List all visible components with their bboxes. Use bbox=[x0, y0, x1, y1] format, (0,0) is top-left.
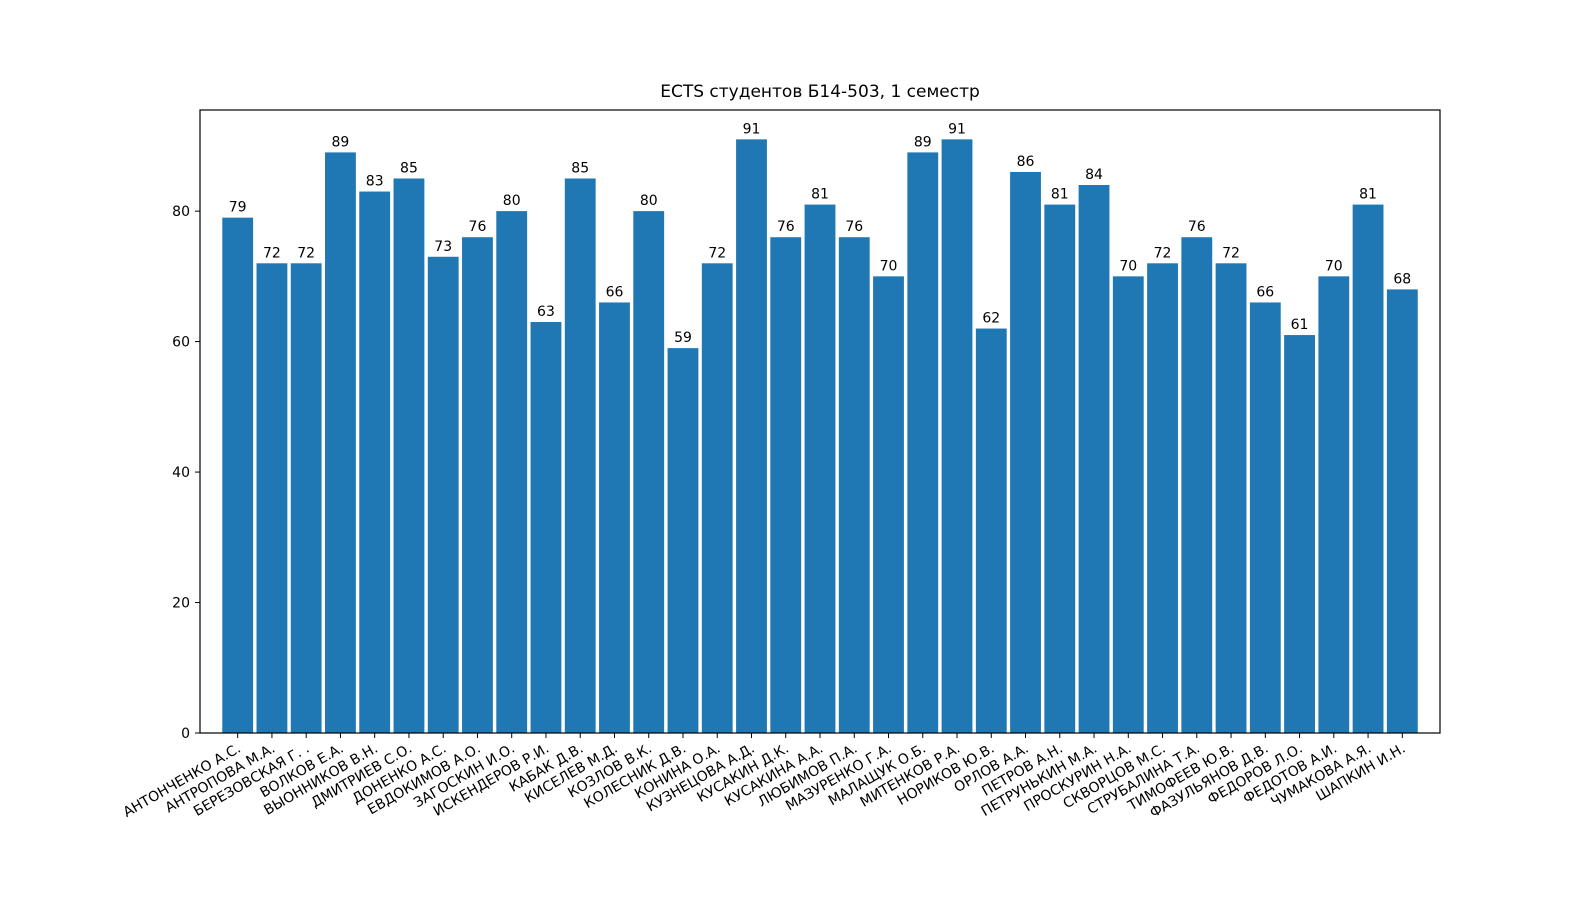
bar bbox=[1078, 185, 1110, 733]
bar-value-label: 70 bbox=[880, 258, 898, 274]
chart-title: ECTS студентов Б14-503, 1 семестр bbox=[660, 82, 980, 102]
bar-value-label: 72 bbox=[708, 245, 726, 261]
bar bbox=[496, 211, 528, 733]
bar-value-label: 81 bbox=[1051, 187, 1069, 203]
bar bbox=[907, 152, 939, 733]
bar-value-label: 85 bbox=[571, 161, 589, 177]
bar-value-label: 59 bbox=[674, 330, 692, 346]
y-tick-label: 0 bbox=[181, 726, 190, 742]
bar bbox=[1249, 302, 1281, 733]
bar-value-label: 81 bbox=[1359, 187, 1377, 203]
plot-area-frame bbox=[199, 109, 1441, 734]
bar bbox=[941, 139, 973, 734]
bar-value-label: 80 bbox=[640, 193, 658, 209]
bar bbox=[1181, 237, 1213, 733]
y-tick-label: 80 bbox=[172, 204, 190, 220]
bar bbox=[359, 191, 391, 734]
bar bbox=[393, 178, 425, 733]
bar bbox=[804, 204, 836, 734]
bar-value-label: 91 bbox=[743, 121, 761, 137]
bar-value-label: 79 bbox=[229, 200, 247, 216]
bar bbox=[1386, 289, 1418, 733]
bar-value-label: 76 bbox=[777, 219, 795, 235]
bar-value-label: 80 bbox=[503, 193, 521, 209]
bar-value-label: 66 bbox=[606, 284, 624, 300]
bar bbox=[1147, 263, 1178, 733]
bar-value-label: 89 bbox=[914, 134, 932, 150]
bar-value-label: 83 bbox=[366, 174, 384, 190]
bar bbox=[427, 256, 459, 733]
bar bbox=[290, 263, 322, 733]
bar bbox=[256, 263, 288, 733]
bar-value-label: 68 bbox=[1393, 271, 1411, 287]
bar bbox=[325, 152, 356, 733]
bar bbox=[599, 302, 630, 733]
bar-value-labels: 79 72 72 89 83 85 73 76 80 63 85 66 80 59 72 91 76 81 76 70… bbox=[229, 121, 1411, 346]
bar-value-label: 66 bbox=[1256, 284, 1274, 300]
bar bbox=[1010, 171, 1041, 734]
bar bbox=[1215, 263, 1247, 733]
bar bbox=[667, 348, 699, 733]
bar bbox=[633, 211, 665, 733]
bar-value-label: 84 bbox=[1085, 167, 1103, 183]
bar-value-label: 62 bbox=[982, 311, 1000, 327]
bar-value-label: 72 bbox=[1222, 245, 1240, 261]
x-axis: АНТОНЧЕНКО А.С.АНТРОПОВА М.А.БЕРЕЗОВСКАЯ… bbox=[121, 733, 1408, 821]
bar-value-label: 72 bbox=[297, 245, 315, 261]
bar bbox=[975, 328, 1007, 733]
bar-value-label: 86 bbox=[1017, 154, 1035, 170]
bar-value-label: 70 bbox=[1119, 258, 1137, 274]
bar-value-label: 91 bbox=[948, 121, 966, 137]
bar bbox=[1044, 204, 1076, 734]
bar bbox=[736, 139, 767, 734]
bar bbox=[1318, 276, 1350, 733]
bar-value-label: 76 bbox=[469, 219, 487, 235]
bar bbox=[770, 237, 802, 733]
bar bbox=[222, 217, 254, 733]
bars-layer bbox=[222, 139, 1418, 734]
y-tick-label: 40 bbox=[172, 465, 190, 481]
bar bbox=[873, 276, 904, 733]
bar-value-label: 85 bbox=[400, 161, 418, 177]
bar-value-label: 72 bbox=[1154, 245, 1172, 261]
bar-value-label: 72 bbox=[263, 245, 281, 261]
bar bbox=[530, 322, 562, 733]
bar bbox=[462, 237, 493, 733]
bar bbox=[1284, 335, 1315, 733]
bar-value-label: 61 bbox=[1291, 317, 1309, 333]
bar-value-label: 76 bbox=[845, 219, 863, 235]
bar-value-label: 89 bbox=[332, 134, 350, 150]
y-tick-label: 20 bbox=[172, 596, 190, 612]
bar bbox=[701, 263, 733, 733]
bar-value-label: 76 bbox=[1188, 219, 1206, 235]
bar-value-label: 70 bbox=[1325, 258, 1343, 274]
bar-value-label: 63 bbox=[537, 304, 555, 320]
bar bbox=[838, 237, 870, 733]
bar bbox=[1352, 204, 1384, 734]
bar bbox=[1112, 276, 1144, 733]
bar-value-label: 81 bbox=[811, 187, 829, 203]
y-tick-label: 60 bbox=[172, 335, 190, 351]
bar-value-label: 73 bbox=[434, 239, 452, 255]
y-axis: 0 20 40 60 80 bbox=[172, 204, 200, 742]
bar bbox=[564, 178, 596, 733]
